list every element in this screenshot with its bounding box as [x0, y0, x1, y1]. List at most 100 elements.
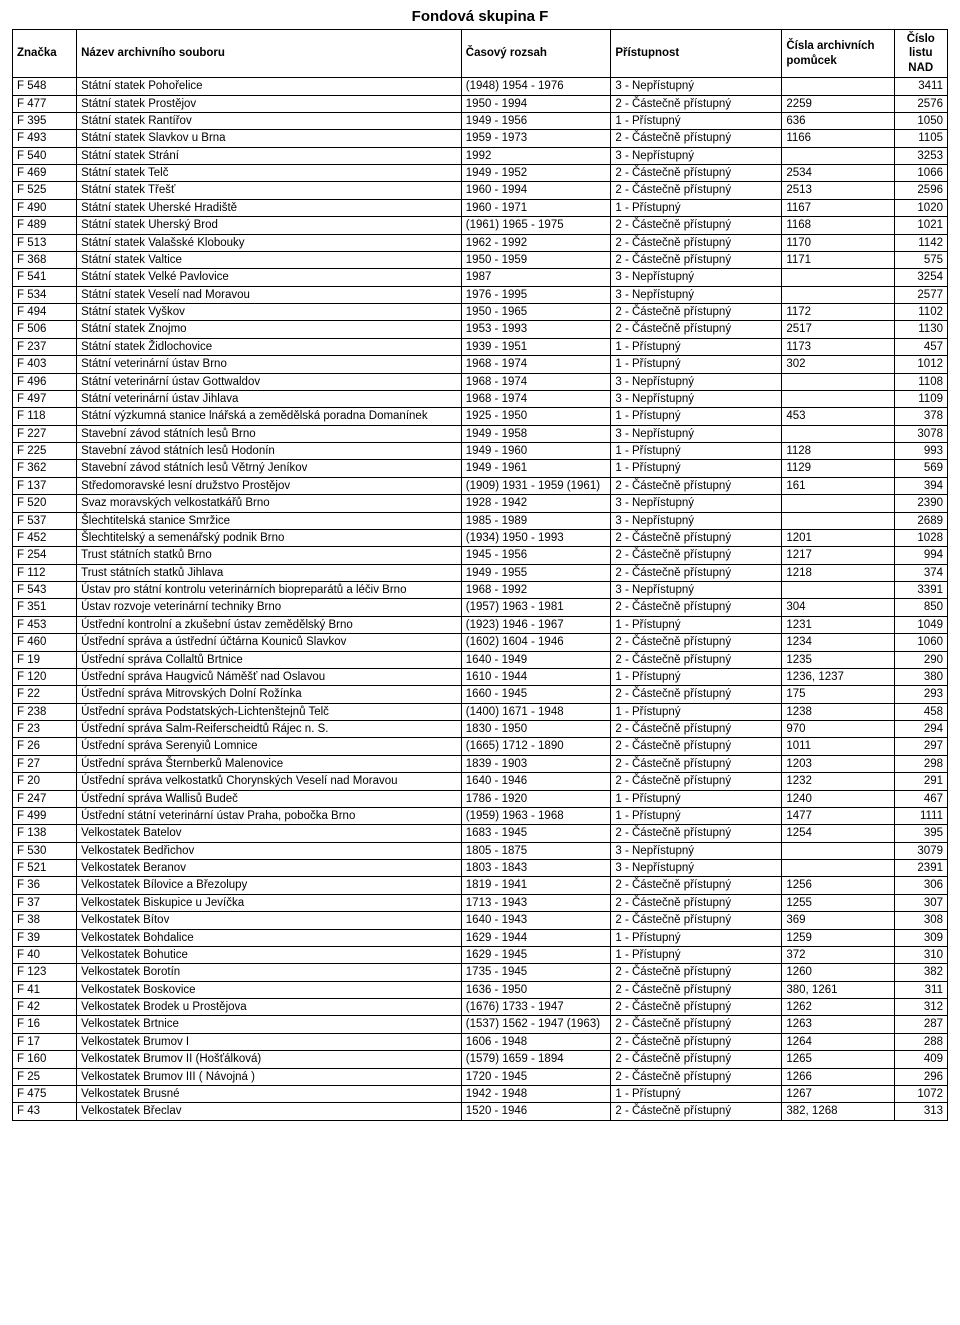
table-cell: Ústav rozvoje veterinární techniky Brno [77, 599, 462, 616]
table-row: F 460Ústřední správa a ústřední účtárna … [13, 634, 948, 651]
table-row: F 238Ústřední správa Podstatských-Lichte… [13, 703, 948, 720]
table-cell: Středomoravské lesní družstvo Prostějov [77, 477, 462, 494]
table-cell: 310 [894, 946, 947, 963]
table-cell: 3 - Nepřístupný [611, 425, 782, 442]
table-cell: F 37 [13, 894, 77, 911]
table-cell: 1720 - 1945 [461, 1068, 611, 1085]
table-row: F 494Státní statek Vyškov1950 - 19652 - … [13, 304, 948, 321]
table-cell [782, 78, 894, 95]
table-row: F 534Státní statek Veselí nad Moravou197… [13, 286, 948, 303]
table-cell: Státní statek Valašské Klobouky [77, 234, 462, 251]
table-cell: Velkostatek Brtnice [77, 1016, 462, 1033]
table-cell: 309 [894, 929, 947, 946]
table-cell: 3411 [894, 78, 947, 95]
table-cell: Ústřední správa Podstatských-Lichtenštej… [77, 703, 462, 720]
table-cell: Státní veterinární ústav Jihlava [77, 390, 462, 407]
table-cell: F 534 [13, 286, 77, 303]
table-cell: 2596 [894, 182, 947, 199]
table-cell: 3 - Nepřístupný [611, 286, 782, 303]
table-cell: 297 [894, 738, 947, 755]
table-cell: Státní statek Třešť [77, 182, 462, 199]
table-cell: F 112 [13, 564, 77, 581]
table-cell: F 238 [13, 703, 77, 720]
table-cell: 1942 - 1948 [461, 1085, 611, 1102]
table-cell: 1172 [782, 304, 894, 321]
table-cell: Ústřední správa Šternberků Malenovice [77, 755, 462, 772]
table-cell: 457 [894, 338, 947, 355]
table-cell: Velkostatek Biskupice u Jevíčka [77, 894, 462, 911]
table-cell: 1629 - 1945 [461, 946, 611, 963]
table-cell: F 521 [13, 860, 77, 877]
table-cell: 1985 - 1989 [461, 512, 611, 529]
table-cell: 1968 - 1974 [461, 356, 611, 373]
table-cell: Ústřední státní veterinární ústav Praha,… [77, 807, 462, 824]
col-pristupnost: Přístupnost [611, 30, 782, 78]
table-cell: 2 - Částečně přístupný [611, 529, 782, 546]
table-cell: Šlechtitelský a semenářský podnik Brno [77, 529, 462, 546]
table-cell: Velkostatek Beranov [77, 860, 462, 877]
table-cell: (1959) 1963 - 1968 [461, 807, 611, 824]
table-cell: Státní statek Pohořelice [77, 78, 462, 95]
table-cell: 2576 [894, 95, 947, 112]
table-row: F 506Státní statek Znojmo1953 - 19932 - … [13, 321, 948, 338]
table-cell [782, 147, 894, 164]
table-cell: 1950 - 1959 [461, 251, 611, 268]
table-row: F 120Ústřední správa Haugviců Náměšť nad… [13, 668, 948, 685]
table-cell: 3 - Nepřístupný [611, 373, 782, 390]
table-cell: 1925 - 1950 [461, 408, 611, 425]
table-row: F 25Velkostatek Brumov III ( Návojná )17… [13, 1068, 948, 1085]
table-row: F 138Velkostatek Batelov1683 - 19452 - Č… [13, 825, 948, 842]
table-cell: 1520 - 1946 [461, 1103, 611, 1120]
table-row: F 19Ústřední správa Collaltů Brtnice1640… [13, 651, 948, 668]
table-cell: F 43 [13, 1103, 77, 1120]
table-cell [782, 860, 894, 877]
table-cell: 1260 [782, 964, 894, 981]
table-cell: 2 - Částečně přístupný [611, 477, 782, 494]
table-cell: (1676) 1733 - 1947 [461, 999, 611, 1016]
table-cell: F 530 [13, 842, 77, 859]
table-cell: 2 - Částečně přístupný [611, 599, 782, 616]
table-cell: F 541 [13, 269, 77, 286]
table-cell: 1 - Přístupný [611, 443, 782, 460]
table-row: F 452Šlechtitelský a semenářský podnik B… [13, 529, 948, 546]
table-cell [782, 582, 894, 599]
table-cell: (1537) 1562 - 1947 (1963) [461, 1016, 611, 1033]
table-cell: 1959 - 1973 [461, 130, 611, 147]
table-cell: 2 - Částečně přístupný [611, 234, 782, 251]
table-cell: F 237 [13, 338, 77, 355]
table-row: F 453Ústřední kontrolní a zkušební ústav… [13, 616, 948, 633]
table-cell: 1945 - 1956 [461, 547, 611, 564]
table-cell: Stavební závod státních lesů Větrný Jení… [77, 460, 462, 477]
table-cell: F 27 [13, 755, 77, 772]
table-cell: 3078 [894, 425, 947, 442]
table-cell: Státní veterinární ústav Brno [77, 356, 462, 373]
table-cell: 308 [894, 912, 947, 929]
table-cell: 467 [894, 790, 947, 807]
table-cell: F 496 [13, 373, 77, 390]
table-cell: Velkostatek Brumov III ( Návojná ) [77, 1068, 462, 1085]
table-cell: 175 [782, 686, 894, 703]
table-cell: 293 [894, 686, 947, 703]
table-cell: Státní statek Veselí nad Moravou [77, 286, 462, 303]
table-cell: (1923) 1946 - 1967 [461, 616, 611, 633]
table-cell: 970 [782, 721, 894, 738]
table-cell: 1950 - 1965 [461, 304, 611, 321]
table-cell: 458 [894, 703, 947, 720]
table-cell: F 227 [13, 425, 77, 442]
table-cell: 409 [894, 1051, 947, 1068]
table-cell: 298 [894, 755, 947, 772]
table-cell: 1629 - 1944 [461, 929, 611, 946]
table-cell: 1610 - 1944 [461, 668, 611, 685]
table-cell: F 225 [13, 443, 77, 460]
col-cislo-nad: Číslo listu NAD [894, 30, 947, 78]
table-cell: 1167 [782, 199, 894, 216]
col-znacka: Značka [13, 30, 77, 78]
table-row: F 475Velkostatek Brusné1942 - 19481 - Př… [13, 1085, 948, 1102]
table-cell: 1109 [894, 390, 947, 407]
table-row: F 16Velkostatek Brtnice(1537) 1562 - 194… [13, 1016, 948, 1033]
table-cell: 1 - Přístupný [611, 408, 782, 425]
table-cell: 2 - Částečně přístupný [611, 755, 782, 772]
table-cell: Šlechtitelská stanice Smržice [77, 512, 462, 529]
table-cell: 1254 [782, 825, 894, 842]
table-row: F 525Státní statek Třešť1960 - 19942 - Č… [13, 182, 948, 199]
